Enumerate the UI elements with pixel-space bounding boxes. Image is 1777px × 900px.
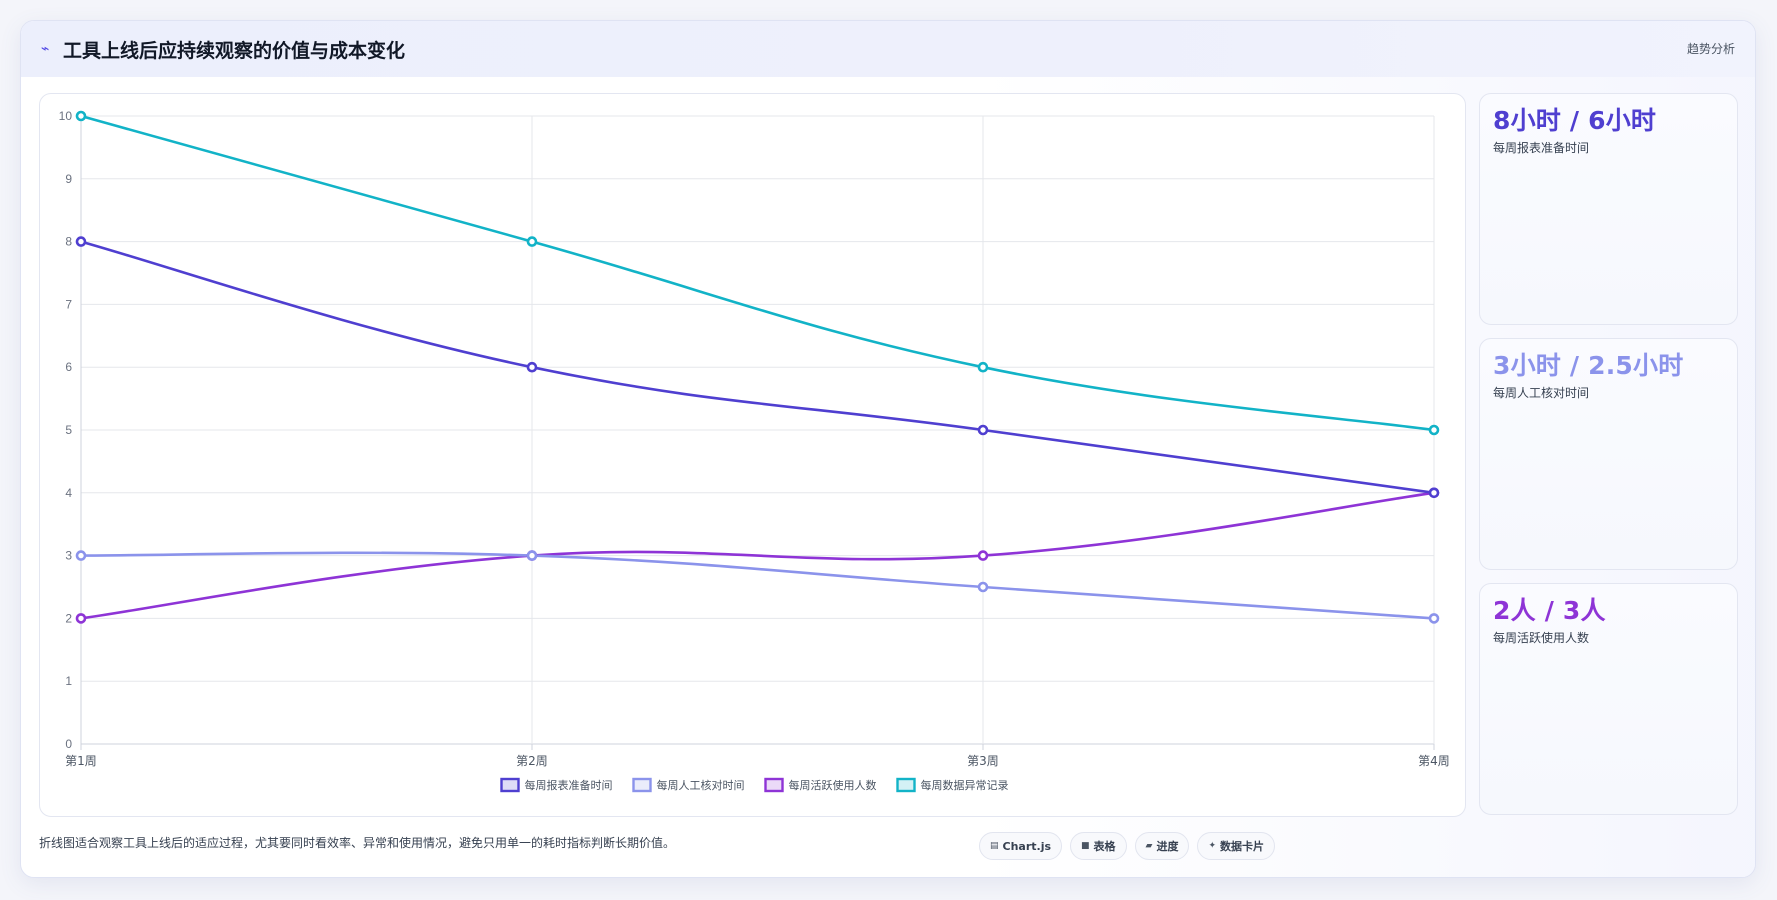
kpi-value: 2人 / 3人 xyxy=(1493,596,1606,625)
chip-label: Chart.js xyxy=(1002,839,1052,853)
legend-swatch xyxy=(632,777,652,793)
y-tick-label: 3 xyxy=(65,549,72,563)
kpi-card-active-users: 2人 / 3人 每周活跃使用人数 xyxy=(1479,583,1738,815)
table-icon: ■ xyxy=(1081,841,1090,851)
x-tick-label: 第2周 xyxy=(516,754,548,768)
data-point xyxy=(977,361,989,373)
kpi-card-report-time: 8小时 / 6小时 每周报表准备时间 xyxy=(1479,93,1738,325)
y-tick-label: 6 xyxy=(65,360,72,374)
data-point xyxy=(977,581,989,593)
series-line xyxy=(80,551,1435,620)
data-point xyxy=(1428,424,1440,436)
legend-swatch xyxy=(896,777,916,793)
chip-data-card[interactable]: ✦ 数据卡片 xyxy=(1197,832,1276,860)
chip-table[interactable]: ■ 表格 xyxy=(1070,832,1127,860)
analysis-tag: 趋势分析 xyxy=(1686,42,1735,56)
card-header: ⌁ 工具上线后应持续观察的价值与成本变化 趋势分析 xyxy=(21,21,1755,77)
legend-swatch xyxy=(500,777,520,793)
card-icon: ✦ xyxy=(1208,841,1217,851)
series-line xyxy=(80,491,1435,620)
chip-progress[interactable]: ▰ 进度 xyxy=(1134,832,1190,860)
data-point xyxy=(75,236,87,247)
progress-icon: ▰ xyxy=(1145,841,1153,851)
kpi-label: 每周活跃使用人数 xyxy=(1493,631,1590,645)
data-point xyxy=(526,236,538,247)
kpi-value: 3小时 / 2.5小时 xyxy=(1493,351,1684,380)
data-point xyxy=(977,550,989,561)
trend-icon: ⌁ xyxy=(41,41,50,57)
legend-swatch xyxy=(764,777,784,793)
y-tick-label: 5 xyxy=(65,423,72,437)
legend-label: 每周报表准备时间 xyxy=(525,778,613,792)
chart-icon: ▤ xyxy=(990,841,999,851)
chip-chartjs[interactable]: ▤ Chart.js xyxy=(979,832,1063,860)
x-tick-label: 第3周 xyxy=(967,754,999,768)
kpi-label: 每周人工核对时间 xyxy=(1493,386,1590,400)
y-tick-label: 0 xyxy=(65,737,72,751)
chart-panel: 0 1 2 3 4 5 6 7 8 9 10 第1周 第2周 第3周 第4周每周报表准备时间 每周人工核对时间… xyxy=(39,93,1466,817)
y-tick-label: 9 xyxy=(65,172,72,186)
data-point xyxy=(977,424,989,436)
card-title: 工具上线后应持续观察的价值与成本变化 xyxy=(63,39,406,62)
chip-label: 数据卡片 xyxy=(1220,840,1265,853)
legend-label: 每周活跃使用人数 xyxy=(789,778,877,792)
x-tick-label: 第4周 xyxy=(1418,754,1450,768)
kpi-value: 8小时 / 6小时 xyxy=(1493,106,1657,135)
chip-label: 表格 xyxy=(1093,840,1116,853)
y-tick-label: 4 xyxy=(65,486,72,500)
kpi-label: 每周报表准备时间 xyxy=(1493,141,1590,155)
data-point xyxy=(1428,613,1440,624)
data-point xyxy=(75,110,87,122)
legend-label: 每周人工核对时间 xyxy=(657,778,745,792)
y-tick-label: 7 xyxy=(65,297,72,311)
chip-label: 进度 xyxy=(1156,840,1179,853)
data-point xyxy=(75,613,87,624)
data-point xyxy=(526,361,538,373)
data-point xyxy=(75,550,87,561)
data-point xyxy=(1428,487,1440,499)
chart-note: 折线图适合观察工具上线后的适应过程，尤其要同时看效率、异常和使用情况，避免只用单… xyxy=(39,836,676,850)
data-point xyxy=(526,550,538,561)
y-tick-label: 10 xyxy=(59,109,73,123)
kpi-card-check-time: 3小时 / 2.5小时 每周人工核对时间 xyxy=(1479,338,1738,570)
y-tick-label: 1 xyxy=(65,674,72,688)
y-tick-label: 8 xyxy=(65,235,72,249)
series-line xyxy=(80,240,1435,495)
y-tick-label: 2 xyxy=(65,611,72,625)
series-line xyxy=(80,114,1435,432)
tech-chips: ▤ Chart.js ■ 表格 ▰ 进度 ✦ 数据卡片 xyxy=(979,832,1276,860)
legend-label: 每周数据异常记录 xyxy=(921,778,1009,792)
x-tick-label: 第1周 xyxy=(65,754,97,768)
